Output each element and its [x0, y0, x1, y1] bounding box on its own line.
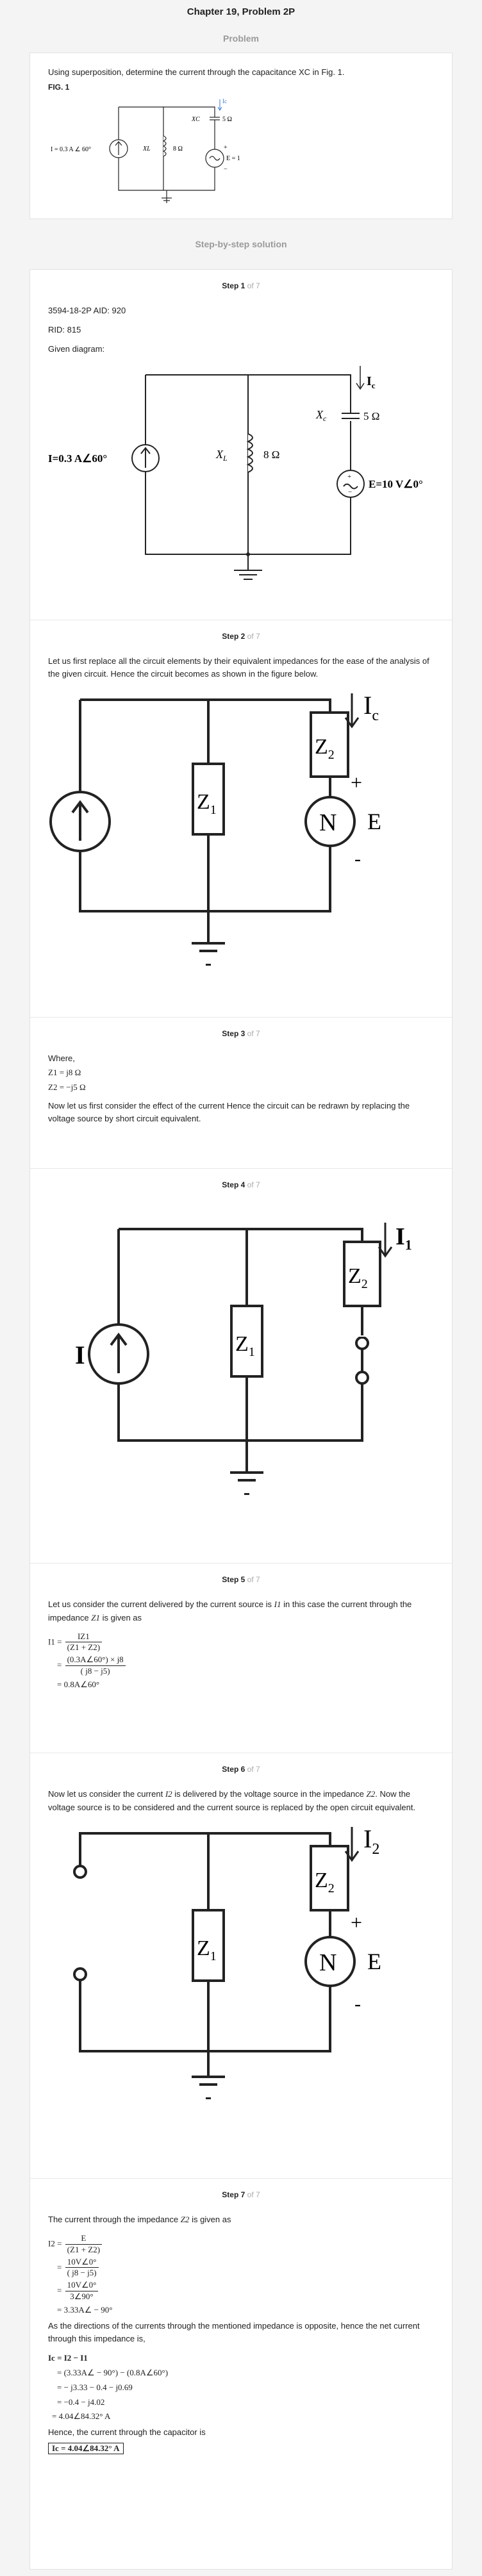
- step-1-minus: −: [348, 488, 352, 496]
- problem-statement: Using superposition, determine the curre…: [48, 67, 345, 77]
- chapter-title: Chapter 19, Problem 2P: [187, 6, 295, 17]
- step-2-source-label: N: [319, 809, 337, 836]
- step-4-i-label: I: [75, 1341, 85, 1369]
- step-3-title: Step 3 of 7: [222, 1029, 260, 1038]
- step-7-text: The current through the impedance Z2 is …: [48, 2215, 231, 2224]
- step-1-xl-value: 8 Ω: [263, 449, 279, 461]
- step-5-text: Let us consider the current delivered by…: [48, 1599, 412, 1622]
- step-3-text: Now let us first consider the effect of …: [48, 1100, 410, 1123]
- step-1-xc-value: 5 Ω: [363, 410, 379, 422]
- step-6-plus: +: [351, 1911, 362, 1934]
- step-7: Step 7 of 7 The current through the impe…: [30, 2178, 452, 2569]
- step-2-e-label: E: [367, 809, 381, 834]
- step-6-source-label: N: [319, 1949, 337, 1976]
- step-1-e-label: E=10 V∠0°: [369, 478, 423, 490]
- fig-label: FIG. 1: [48, 83, 70, 92]
- step-7-net-equation: Ic = I2 − I1 = (3.33A∠ − 90°) − (0.8A∠60…: [48, 2353, 169, 2422]
- step-1: Step 1 of 7 3594-18-2P AID: 920 RID: 815…: [30, 270, 452, 620]
- step-3-eq1: Z1 = j8 Ω: [48, 1068, 81, 1078]
- step-1-circuit: Ic Xc 5 Ω I=0.3 A∠60° XL 8 Ω E=10 V∠0° +…: [48, 366, 423, 581]
- problem-label: Problem: [222, 33, 259, 44]
- step-6-circuit: Z1 Z2 I2 N E + -: [73, 1824, 381, 2099]
- step-4-circuit: I Z1 Z2 I1: [75, 1223, 412, 1495]
- step-3: Step 3 of 7 Where, Z1 = j8 Ω Z2 = −j5 Ω …: [30, 1017, 452, 1168]
- fig1-plus: +: [224, 144, 228, 151]
- fig1-source-label: I = 0.3 A ∠ 60°: [51, 146, 91, 153]
- solution-title: Step-by-step solution: [195, 239, 287, 249]
- fig1-xc-label: XC: [191, 116, 200, 123]
- step-2: Step 2 of 7 Let us first replace all the…: [30, 620, 452, 1017]
- step-4-z2-label: Z2: [348, 1264, 368, 1291]
- step-5-equation: I1 = IZ1 (Z1 + Z2) = (0.3A∠60°) × j8( j8 …: [48, 1631, 434, 1692]
- fig1-xl-label: XL: [142, 145, 151, 153]
- step-6-text: Now let us consider the current I2 is de…: [48, 1789, 416, 1812]
- step-7-equation: I2 = E (Z1 + Z2) = 10V∠0°( j8 − j5) = 10V…: [48, 2233, 113, 2315]
- step-7-text3: Hence, the current through the capacitor…: [48, 2427, 206, 2438]
- step-2-ic-label: Ic: [363, 691, 379, 724]
- fig1-xc-value: 5 Ω: [222, 116, 232, 123]
- step-5-title: Step 5 of 7: [222, 1575, 260, 1584]
- step-6-z1-label: Z1: [197, 1936, 217, 1963]
- step-2-z2-label: Z2: [315, 735, 335, 762]
- step-1-title: Step 1 of 7: [222, 281, 260, 290]
- step-7-title: Step 7 of 7: [222, 2190, 260, 2199]
- fig1-ic-label: Ic: [222, 98, 227, 104]
- step-1-ic-label: Ic: [367, 374, 376, 390]
- fig1-xl-value: 8 Ω: [173, 145, 183, 153]
- step-2-text: Let us first replace all the circuit ele…: [48, 656, 429, 679]
- step-4-title: Step 4 of 7: [222, 1180, 260, 1189]
- step-2-plus: +: [351, 771, 362, 794]
- step-6-i2-label: I2: [363, 1824, 379, 1858]
- solution-card: Step 1 of 7 3594-18-2P AID: 920 RID: 815…: [29, 269, 453, 2570]
- step-6-z2-label: Z2: [315, 1869, 335, 1895]
- step-2-z1-label: Z1: [197, 790, 217, 817]
- step-7-final-answer: Ic = 4.04∠84.32° A: [48, 2443, 124, 2455]
- step-6-title: Step 6 of 7: [222, 1765, 260, 1774]
- step-1-line-aid: 3594-18-2P AID: 920: [48, 306, 126, 315]
- step-6-minus: -: [354, 1994, 361, 2015]
- step-1-xc-label: Xc: [315, 408, 327, 423]
- step-1-line-given: Given diagram:: [48, 344, 105, 354]
- fig1-minus: −: [224, 166, 228, 173]
- problem-card: Using superposition, determine the curre…: [29, 53, 453, 219]
- step-4: Step 4 of 7: [30, 1168, 452, 1563]
- step-1-xl-label: XL: [215, 448, 228, 463]
- step-4-i1-label: I1: [395, 1223, 412, 1253]
- step-7-text2: As the directions of the currents throug…: [48, 2320, 420, 2344]
- step-2-circuit: Z1 Z2 Ic N E + -: [49, 691, 381, 966]
- step-5: Step 5 of 7 Let us consider the current …: [30, 1563, 452, 1753]
- fig1-e-label: E = 10 V ∠ 0°: [226, 155, 240, 162]
- step-1-line-rid: RID: 815: [48, 325, 81, 335]
- step-6: Step 6 of 7 Now let us consider the curr…: [30, 1753, 452, 2178]
- fig1-circuit: I = 0.3 A ∠ 60° XL 8 Ω Ic XC 5 Ω E = 10 …: [51, 98, 240, 203]
- step-6-e-label: E: [367, 1949, 381, 1974]
- step-4-z1-label: Z1: [235, 1332, 255, 1359]
- step-3-eq2: Z2 = −j5 Ω: [48, 1082, 86, 1092]
- step-3-where: Where,: [48, 1053, 75, 1063]
- step-2-minus: -: [354, 848, 361, 870]
- step-1-source-label: I=0.3 A∠60°: [48, 452, 107, 465]
- step-2-title: Step 2 of 7: [222, 632, 260, 641]
- step-1-plus: +: [347, 473, 351, 481]
